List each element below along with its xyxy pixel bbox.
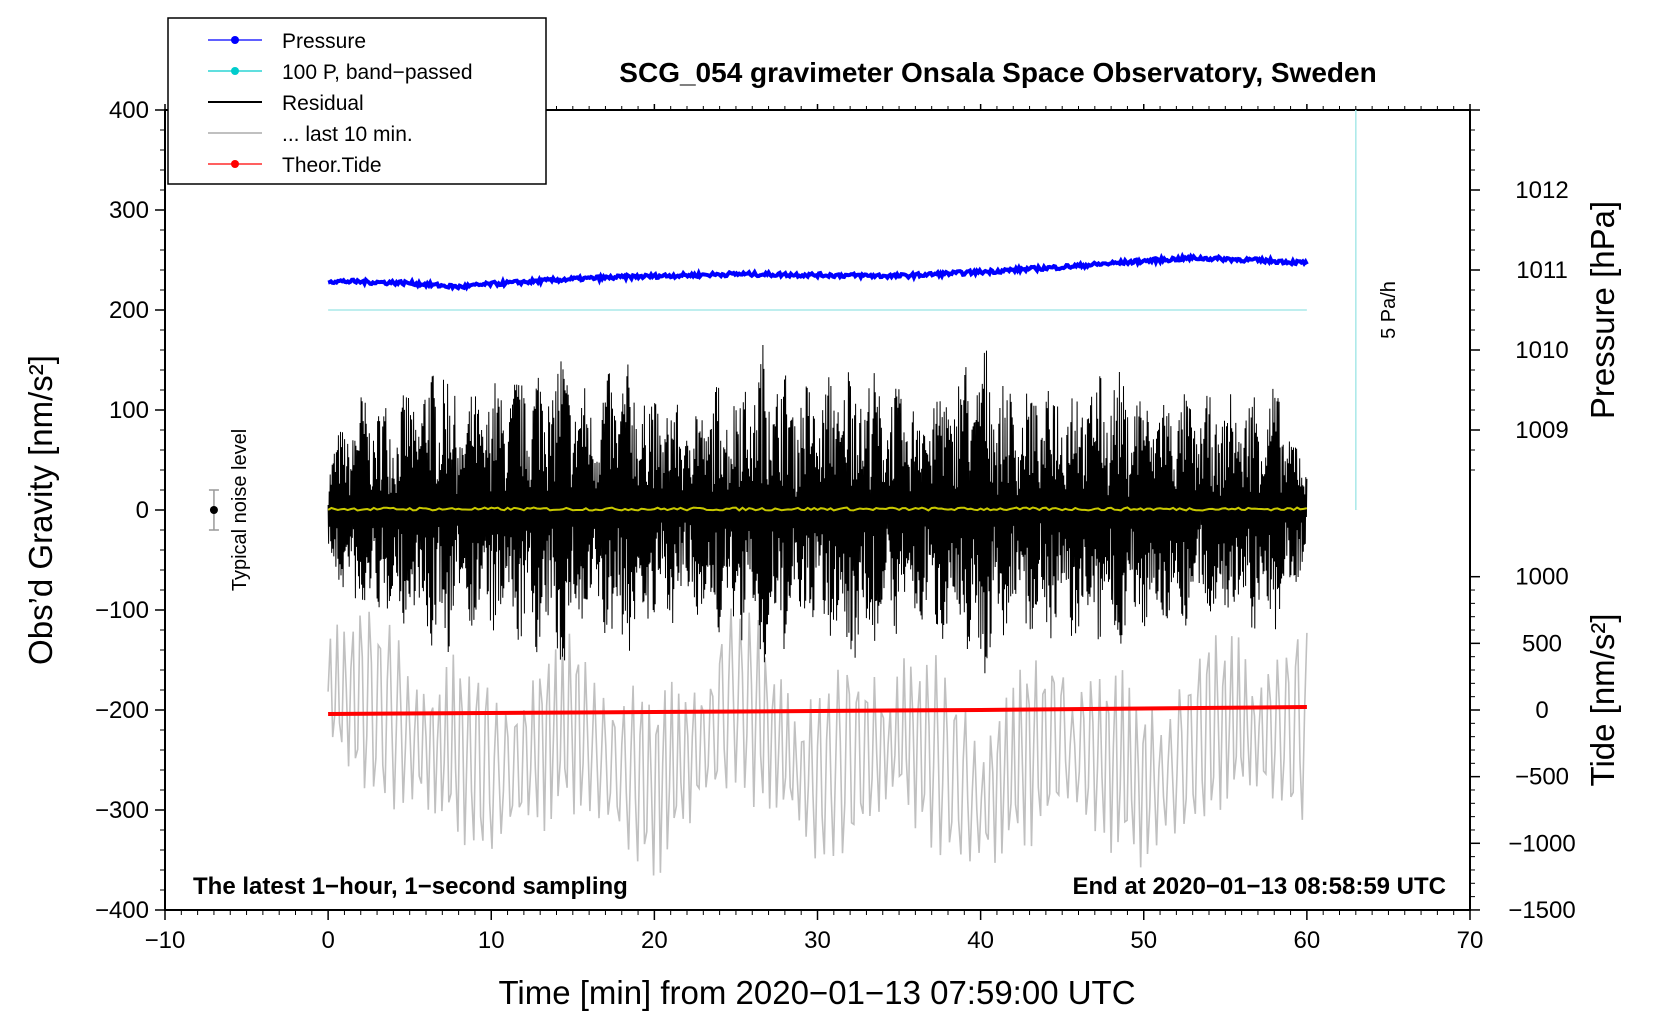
tide-tick-label: −500 bbox=[1515, 764, 1569, 791]
annotation-sampling: The latest 1−hour, 1−second sampling bbox=[193, 873, 628, 900]
y-axis-title-tide: Tide [nm/s²] bbox=[1584, 614, 1621, 787]
y-tick-label: 200 bbox=[109, 297, 149, 324]
series-residual-mean bbox=[327, 506, 1308, 512]
x-tick-label: 70 bbox=[1457, 927, 1484, 954]
x-tick-label: 10 bbox=[478, 927, 505, 954]
series-layer bbox=[208, 110, 1357, 876]
pressure-tick-label: 1009 bbox=[1515, 417, 1568, 444]
tide-tick-label: 1000 bbox=[1515, 564, 1568, 591]
x-tick-label: 30 bbox=[804, 927, 831, 954]
pressure-tick-label: 1010 bbox=[1515, 337, 1568, 364]
x-tick-label: 40 bbox=[967, 927, 994, 954]
y-tick-label: 300 bbox=[109, 197, 149, 224]
x-tick-label: 50 bbox=[1130, 927, 1157, 954]
axes-layer: −10 0 10 20 30 40 50 60 70−400−300−200−100010020… bbox=[95, 97, 1576, 954]
pressure-tick-label: 1012 bbox=[1515, 177, 1568, 204]
legend-label-last-10-min: ... last 10 min. bbox=[282, 123, 413, 146]
legend-marker bbox=[231, 36, 239, 44]
annotation-end-time: End at 2020−01−13 08:58:59 UTC bbox=[1072, 873, 1446, 900]
x-tick-label: 0 bbox=[321, 927, 334, 954]
y-tick-label: 100 bbox=[109, 397, 149, 424]
y-tick-label: −200 bbox=[95, 697, 149, 724]
y-tick-label: 400 bbox=[109, 97, 149, 124]
y-axis-title-left: Obs’d Gravity [nm/s²] bbox=[22, 355, 59, 665]
legend-label-residual: Residual bbox=[282, 92, 364, 115]
tide-tick-label: −1500 bbox=[1508, 897, 1575, 924]
tide-tick-label: −1000 bbox=[1508, 830, 1575, 857]
legend-label-theor-tide: Theor.Tide bbox=[282, 154, 382, 177]
x-tick-label: 20 bbox=[641, 927, 668, 954]
legend-marker bbox=[231, 67, 239, 75]
y-axis-title-pressure: Pressure [hPa] bbox=[1584, 201, 1621, 419]
pressure-rate-label: 5 Pa/h bbox=[1378, 281, 1400, 339]
noise-level-label: Typical noise level bbox=[229, 429, 251, 591]
tide-tick-label: 0 bbox=[1535, 697, 1548, 724]
y-tick-label: −100 bbox=[95, 597, 149, 624]
noise-error-point bbox=[209, 506, 218, 514]
x-axis-title: Time [min] from 2020−01−13 07:59:00 UTC bbox=[498, 974, 1135, 1011]
y-tick-label: −400 bbox=[95, 897, 149, 924]
chart-title: SCG_054 gravimeter Onsala Space Observat… bbox=[619, 57, 1376, 88]
y-tick-label: 0 bbox=[136, 497, 149, 524]
series-pressure bbox=[327, 251, 1309, 292]
x-tick-label: −10 bbox=[145, 927, 186, 954]
legend: Pressure 100 P, band−passed Residual ...… bbox=[167, 17, 547, 185]
y-tick-label: −300 bbox=[95, 797, 149, 824]
legend-label-band-passed: 100 P, band−passed bbox=[282, 61, 473, 84]
legend-marker bbox=[231, 160, 239, 168]
x-tick-label: 60 bbox=[1294, 927, 1321, 954]
series-last-10-min bbox=[327, 608, 1308, 876]
pressure-tick-label: 1011 bbox=[1516, 257, 1568, 284]
legend-label-pressure: Pressure bbox=[282, 30, 366, 53]
series-residual bbox=[327, 344, 1308, 674]
series-theor-tide bbox=[328, 705, 1307, 716]
tide-tick-label: 500 bbox=[1522, 630, 1562, 657]
